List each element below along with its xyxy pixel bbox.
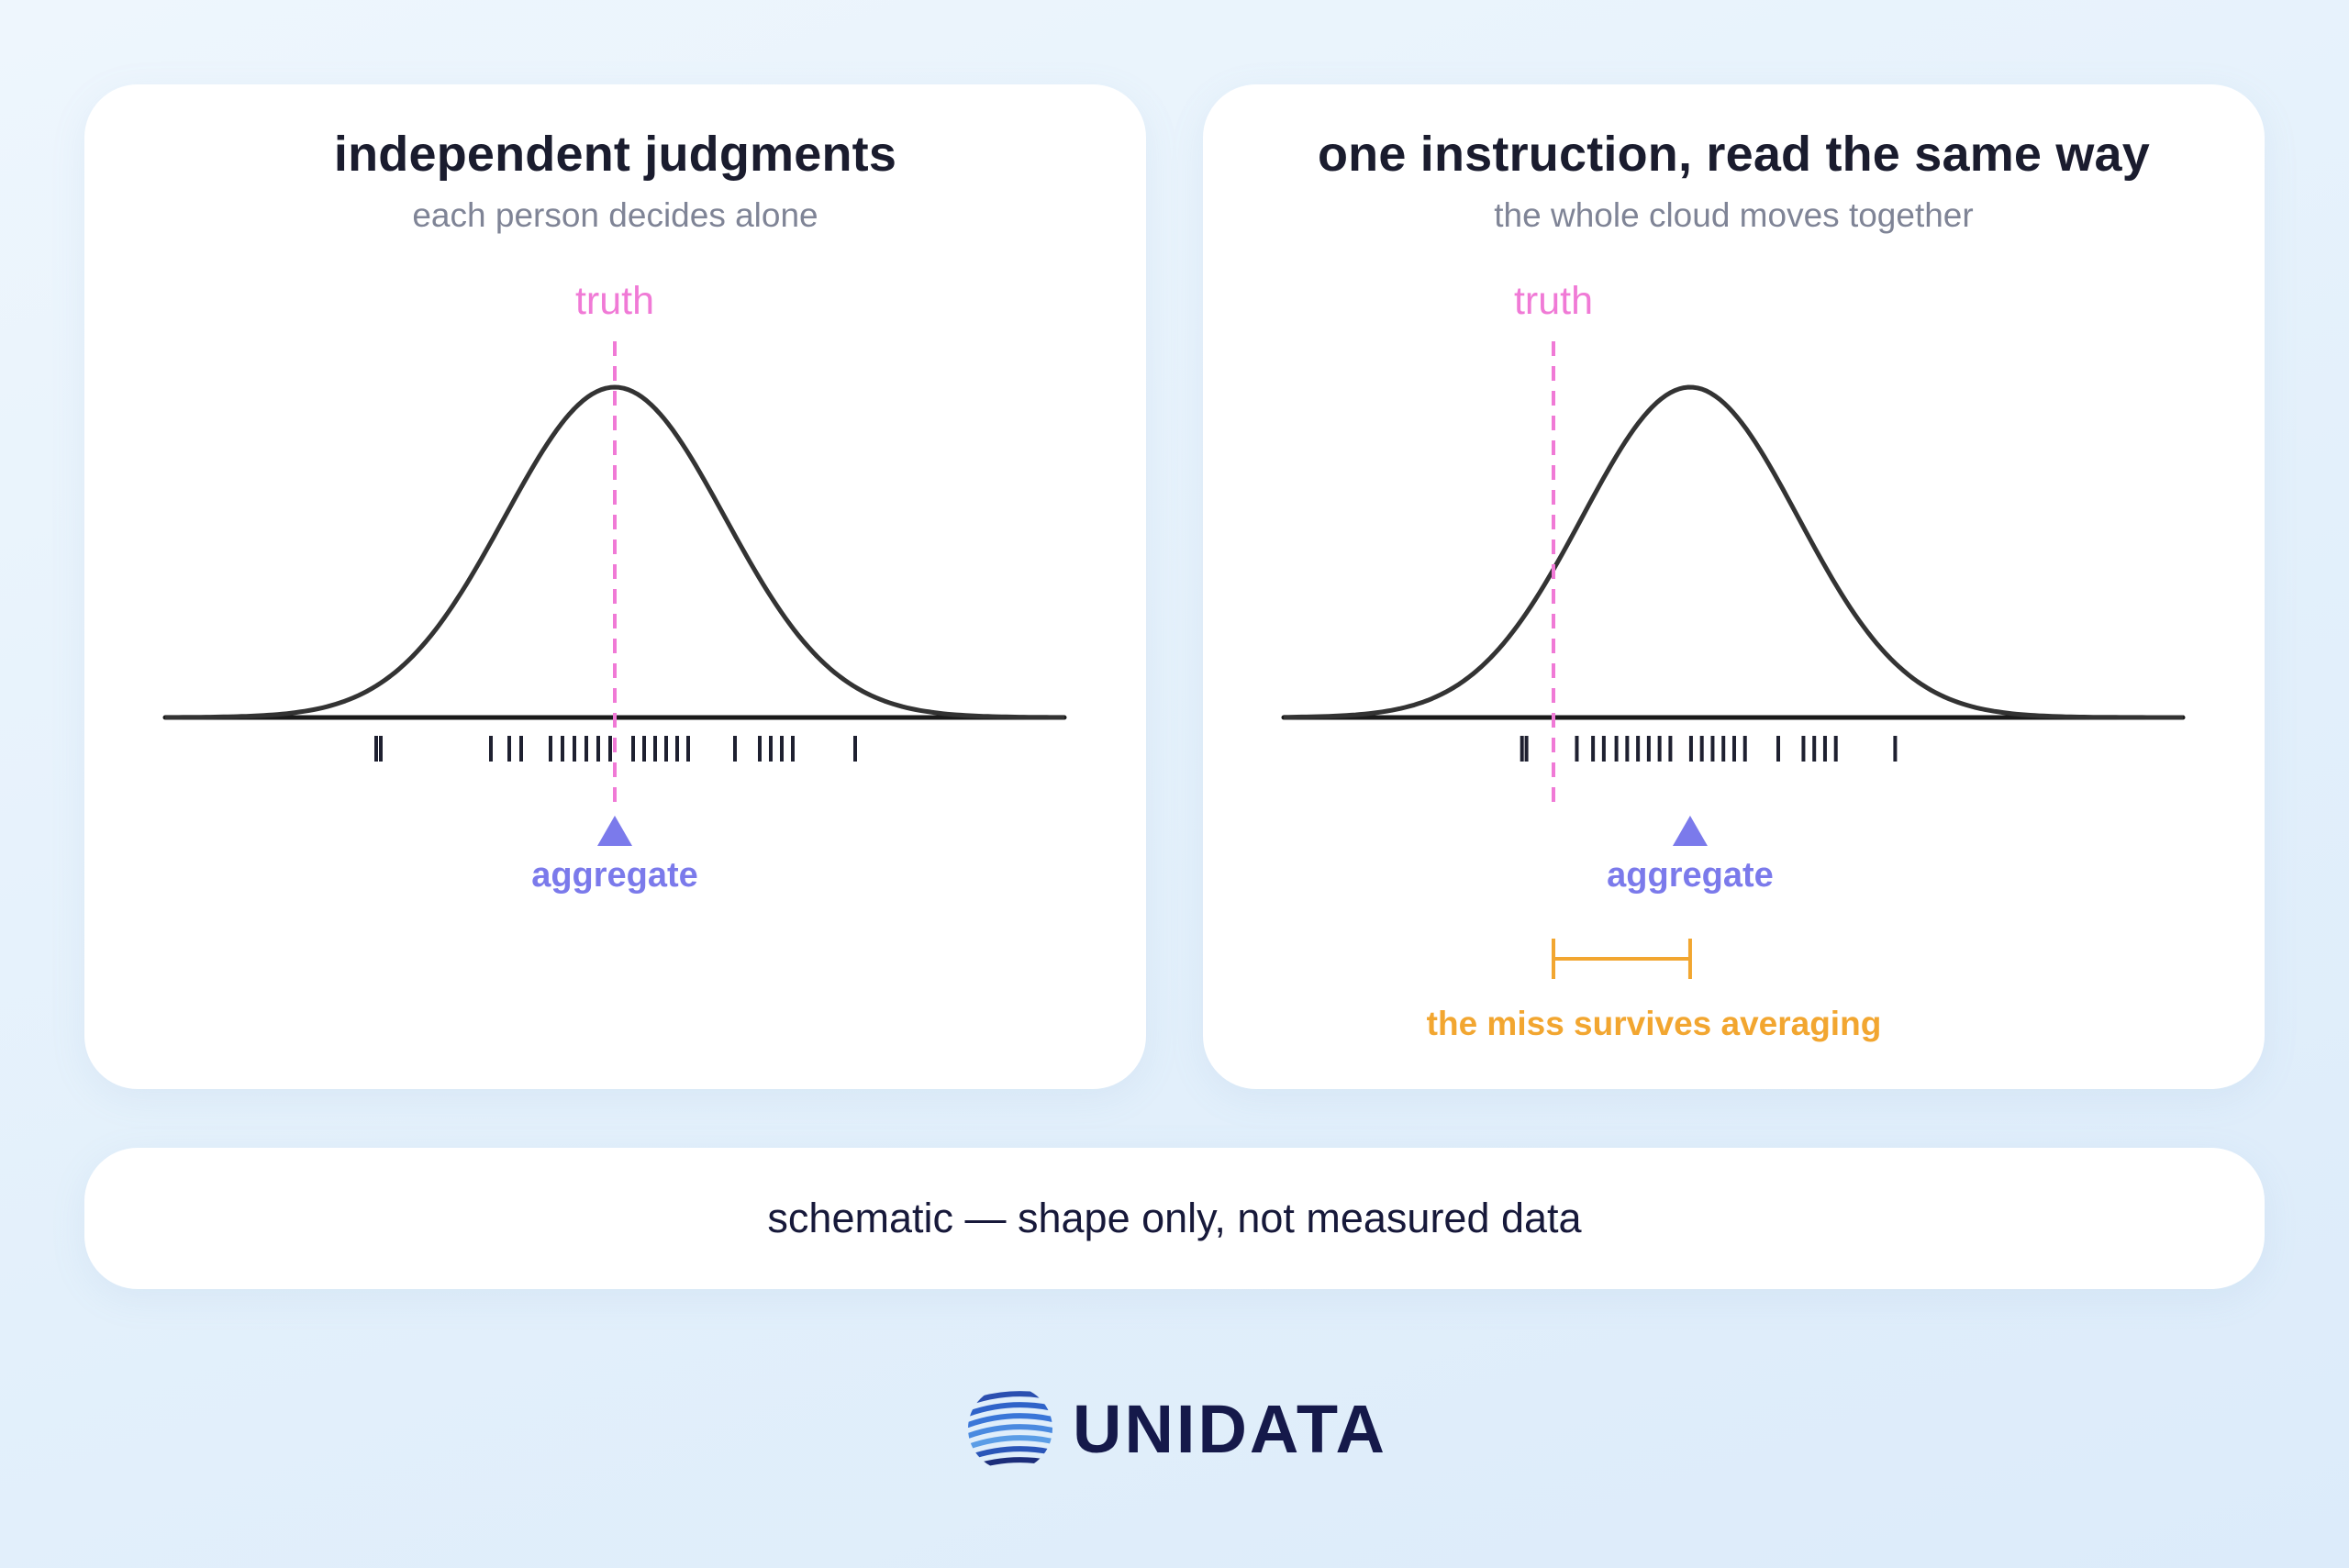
aggregate-label: aggregate <box>531 856 698 895</box>
panel-title: one instruction, read the same way <box>1317 127 2151 182</box>
distribution-curve <box>1284 384 2183 720</box>
panel-subtitle: each person decides alone <box>412 196 818 234</box>
aggregate-marker <box>1672 816 1708 846</box>
aggregate-label: aggregate <box>1607 856 1774 895</box>
aggregate-marker <box>597 816 632 846</box>
distribution-chart-shared: truth aggregate the miss survives averagin… <box>1281 279 2186 1042</box>
independent-panel: independent judgments each person decide… <box>84 84 1146 1089</box>
panel-title: independent judgments <box>333 127 897 182</box>
schematic-note: schematic — shape only, not measured dat… <box>84 1148 2265 1289</box>
logo-text: UNIDATA <box>1073 1391 1387 1467</box>
globe-icon <box>968 1391 1052 1471</box>
note-text: schematic — shape only, not measured dat… <box>767 1195 1582 1241</box>
miss-label: the miss survives averaging <box>1427 1005 1882 1042</box>
distribution-curve <box>165 384 1064 720</box>
unidata-logo: UNIDATA <box>964 1383 1396 1474</box>
miss-bracket <box>1552 939 1692 979</box>
truth-label: truth <box>575 279 654 323</box>
shared-instruction-panel: one instruction, read the same way the w… <box>1203 84 2265 1089</box>
distribution-chart-independent: truth aggregate <box>162 279 1067 895</box>
panel-subtitle: the whole cloud moves together <box>1494 196 1974 234</box>
truth-label: truth <box>1514 279 1593 323</box>
